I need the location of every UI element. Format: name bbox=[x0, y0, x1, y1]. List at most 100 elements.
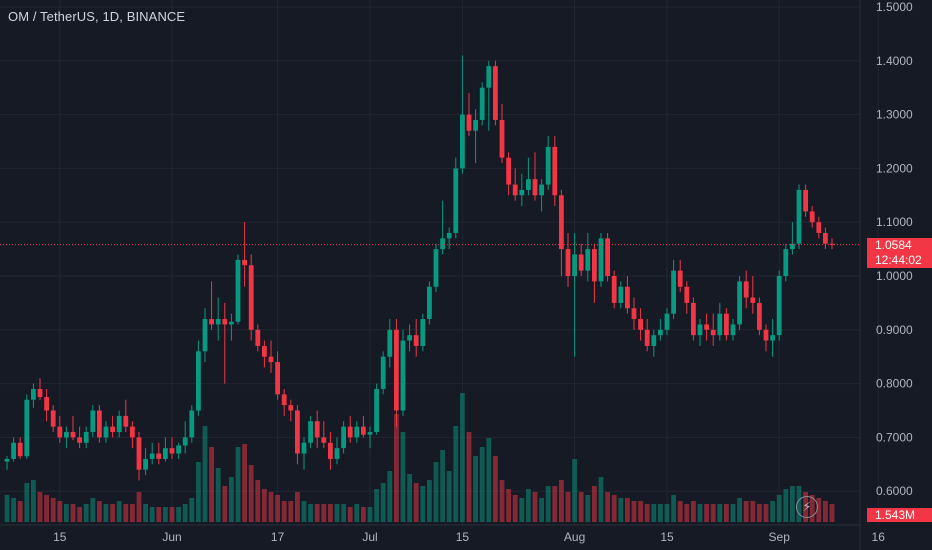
candle-body bbox=[268, 356, 274, 363]
candle-body bbox=[136, 437, 142, 470]
volume-bar bbox=[367, 507, 373, 522]
volume-bar bbox=[295, 492, 300, 522]
volume-bar bbox=[413, 483, 419, 522]
candle-body bbox=[354, 426, 360, 438]
volume-bar bbox=[631, 501, 637, 522]
candle-body bbox=[552, 146, 558, 196]
volume-bar bbox=[671, 495, 676, 522]
candle-body bbox=[116, 415, 122, 433]
bar-countdown: 12:44:02 bbox=[875, 253, 922, 267]
candle-body bbox=[90, 410, 96, 433]
volume-bar bbox=[684, 504, 690, 522]
candle-body bbox=[50, 410, 56, 427]
volume-bar bbox=[730, 504, 736, 522]
last-price-label: 1.0584 12:44:02 bbox=[867, 238, 932, 268]
volume-bar bbox=[248, 465, 254, 522]
candle-body bbox=[677, 270, 683, 287]
candle-body bbox=[526, 179, 531, 190]
candle-body bbox=[486, 66, 492, 88]
candle-body bbox=[97, 410, 102, 438]
candle-body bbox=[572, 254, 577, 276]
candle-body bbox=[37, 388, 43, 398]
x-tick-label: Sep bbox=[769, 530, 791, 544]
candle-body bbox=[539, 184, 544, 196]
x-tick-label: Aug bbox=[564, 530, 585, 544]
symbol-title: OM / TetherUS, 1D, BINANCE bbox=[8, 9, 186, 24]
volume-bar bbox=[163, 507, 168, 522]
candle-body bbox=[499, 119, 505, 158]
candle-body bbox=[545, 146, 551, 185]
candle-body bbox=[750, 297, 756, 303]
volume-bar bbox=[572, 459, 577, 522]
volume-bar bbox=[783, 489, 789, 522]
volume-bar bbox=[737, 498, 742, 522]
candle-body bbox=[796, 189, 802, 244]
volume-bar bbox=[691, 501, 696, 522]
candle-body bbox=[196, 351, 201, 411]
volume-bar bbox=[658, 504, 663, 522]
candle-body bbox=[103, 426, 109, 438]
x-tick-label: Jul bbox=[362, 530, 377, 544]
candle-body bbox=[743, 281, 749, 298]
volume-bar bbox=[664, 504, 670, 522]
volume-bar bbox=[123, 504, 129, 522]
candle-body bbox=[446, 232, 452, 239]
volume-bar bbox=[149, 507, 155, 522]
volume-bar bbox=[281, 501, 287, 522]
volume-bar bbox=[361, 507, 366, 522]
candle-body bbox=[598, 238, 604, 282]
volume-bar bbox=[585, 495, 591, 522]
x-tick-label: 15 bbox=[660, 530, 674, 544]
candle-body bbox=[585, 249, 591, 271]
candle-body bbox=[433, 249, 439, 287]
volume-bar bbox=[341, 504, 346, 522]
candle-body bbox=[83, 432, 89, 443]
candle-body bbox=[466, 114, 472, 131]
candle-body bbox=[440, 238, 445, 250]
volume-bar bbox=[189, 498, 195, 522]
candle-body bbox=[664, 313, 670, 330]
candle-body bbox=[169, 448, 175, 454]
candle-body bbox=[592, 249, 597, 282]
candle-body bbox=[334, 448, 340, 459]
candle-body bbox=[44, 397, 49, 411]
x-tick-label: Jun bbox=[162, 530, 181, 544]
candle-body bbox=[658, 329, 663, 336]
volume-bar bbox=[301, 501, 307, 522]
volume-bar bbox=[512, 495, 518, 522]
candle-body bbox=[149, 453, 155, 459]
volume-bar bbox=[275, 495, 280, 522]
candle-body bbox=[255, 329, 261, 346]
volume-bar bbox=[143, 504, 148, 522]
volume-bar bbox=[770, 501, 775, 522]
candle-body bbox=[631, 308, 637, 320]
volume-bar bbox=[440, 450, 445, 522]
flash-icon[interactable]: ⚡︎ bbox=[796, 496, 818, 518]
candle-body bbox=[394, 329, 399, 411]
volume-bar bbox=[493, 456, 498, 522]
candle-body bbox=[248, 265, 254, 330]
volume-label: 1.543M bbox=[867, 508, 932, 522]
candle-body bbox=[308, 421, 313, 443]
candle-body bbox=[803, 189, 808, 212]
candle-body bbox=[512, 184, 518, 196]
candle-body bbox=[328, 442, 333, 459]
volume-bar bbox=[460, 393, 465, 522]
volume-bar bbox=[704, 504, 709, 522]
candle-body bbox=[783, 249, 789, 276]
volume-bar bbox=[565, 492, 571, 522]
candle-body bbox=[710, 329, 716, 336]
volume-bar bbox=[816, 498, 822, 522]
candle-body bbox=[506, 157, 511, 185]
volume-bar bbox=[829, 504, 835, 522]
candle-body bbox=[209, 319, 214, 325]
candle-body bbox=[77, 437, 82, 443]
candle-body bbox=[143, 458, 148, 470]
y-tick-label: 1.5000 bbox=[876, 0, 913, 14]
volume-bar bbox=[743, 501, 749, 522]
volume-bar bbox=[11, 498, 16, 522]
candle-body bbox=[17, 442, 23, 457]
y-tick-label: 1.0000 bbox=[876, 269, 913, 283]
candle-body bbox=[374, 388, 379, 433]
